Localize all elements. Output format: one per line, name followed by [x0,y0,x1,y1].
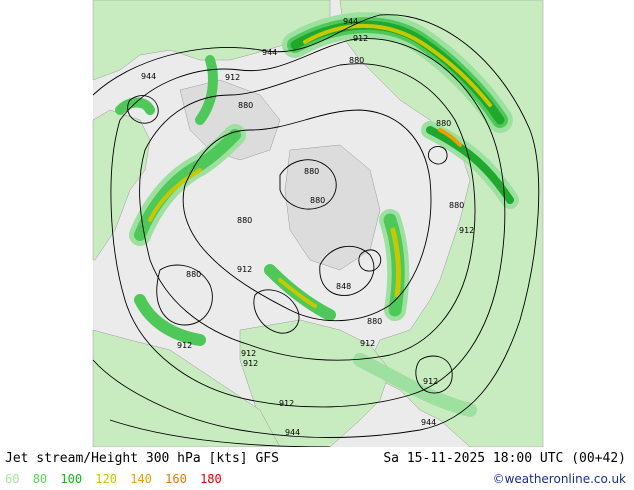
contour-label: 944 [141,72,156,81]
contour-label: 880 [238,101,253,110]
contour-label: 944 [285,428,300,437]
contour-label: 880 [310,196,325,205]
legend-value-120: 120 [95,472,117,486]
jet-stream-map: 944 944 944 912 912 880 880 880 880 880 … [92,0,544,447]
contour-label: 880 [304,167,319,176]
contour-label: 912 [225,73,240,82]
contour-label: 880 [237,216,252,225]
legend-value-100: 100 [60,472,83,486]
contour-label: 912 [423,377,438,386]
legend-value-160: 160 [165,472,187,486]
contour-label: 848 [336,282,351,291]
footer-legend-row: 60 80 100 120 140 160 180 ©weatheronline… [0,470,634,490]
contour-label: 912 [353,34,368,43]
contour-label: 912 [237,265,252,274]
contour-label: 912 [177,341,192,350]
legend-value-60: 60 [5,472,20,486]
footer-title-row: Jet stream/Height 300 hPa [kts] GFS Sa 1… [0,450,634,470]
contour-label: 880 [449,201,464,210]
credit-link[interactable]: ©weatheronline.co.uk [492,472,626,486]
contour-label: 912 [243,359,258,368]
forecast-datetime: Sa 15-11-2025 18:00 UTC (00+42) [383,451,626,466]
contour-label: 912 [241,349,256,358]
wind-speed-legend: 60 80 100 120 140 160 180 [5,472,228,486]
contour-label: 912 [459,226,474,235]
contour-label: 944 [343,17,358,26]
chart-title: Jet stream/Height 300 hPa [kts] GFS [5,451,279,466]
contour-label: 944 [421,418,436,427]
contour-label: 880 [367,317,382,326]
legend-value-80: 80 [32,472,48,486]
contour-label: 880 [436,119,451,128]
contour-label: 912 [360,339,375,348]
height-contours [92,14,540,447]
legend-value-180: 180 [200,472,222,486]
contour-label: 880 [349,56,364,65]
legend-value-140: 140 [130,472,152,486]
contour-labels: 944 944 944 912 912 880 880 880 880 880 … [141,17,474,437]
contour-label: 944 [262,48,277,57]
contour-label: 880 [186,270,201,279]
contour-label: 912 [279,399,294,408]
